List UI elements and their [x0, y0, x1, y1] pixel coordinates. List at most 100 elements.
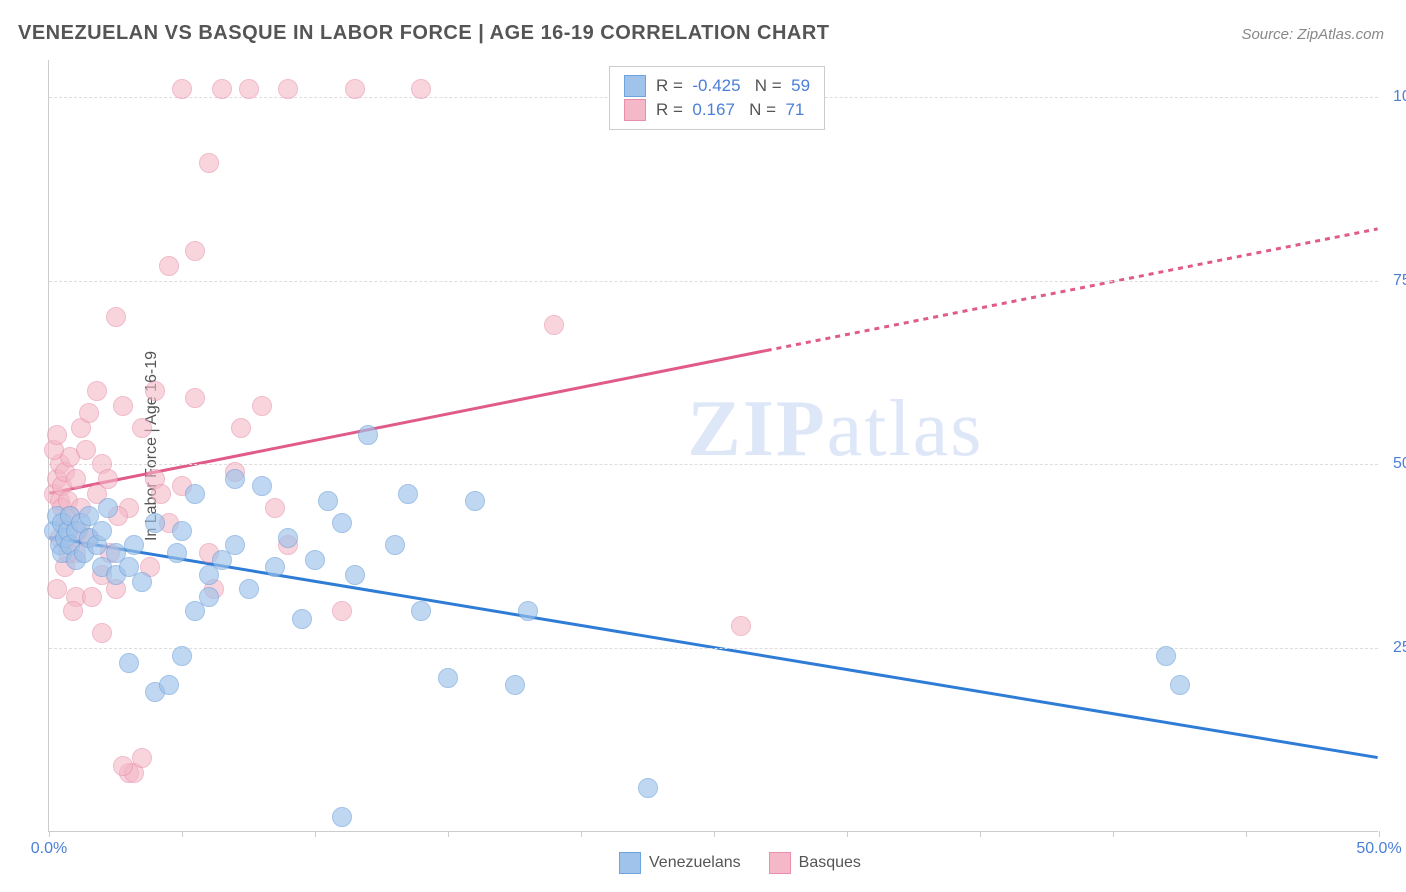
data-point: [132, 572, 152, 592]
x-tick: [1113, 831, 1114, 837]
x-tick: [1246, 831, 1247, 837]
stats-legend-text: R = 0.167 N = 71: [656, 100, 804, 120]
gridline-h: [49, 648, 1378, 649]
data-point: [199, 587, 219, 607]
series-legend-label: Basques: [799, 854, 861, 871]
data-point: [398, 484, 418, 504]
data-point: [92, 623, 112, 643]
data-point: [79, 403, 99, 423]
data-point: [167, 543, 187, 563]
data-point: [185, 241, 205, 261]
data-point: [385, 535, 405, 555]
data-point: [199, 153, 219, 173]
data-point: [185, 388, 205, 408]
source-label: Source: ZipAtlas.com: [1241, 26, 1384, 43]
stats-legend-row: R = -0.425 N = 59: [624, 75, 810, 97]
data-point: [159, 256, 179, 276]
data-point: [278, 528, 298, 548]
watermark-zip: ZIP: [687, 385, 826, 473]
x-tick-label: 0.0%: [31, 840, 67, 858]
legend-swatch: [624, 75, 646, 97]
data-point: [265, 557, 285, 577]
data-point: [239, 79, 259, 99]
data-point: [544, 315, 564, 335]
data-point: [92, 521, 112, 541]
x-tick: [980, 831, 981, 837]
data-point: [159, 675, 179, 695]
series-legend-item: Basques: [769, 852, 861, 874]
data-point: [332, 601, 352, 621]
data-point: [358, 425, 378, 445]
data-point: [252, 476, 272, 496]
data-point: [318, 491, 338, 511]
x-tick: [581, 831, 582, 837]
data-point: [438, 668, 458, 688]
data-point: [66, 469, 86, 489]
data-point: [278, 79, 298, 99]
data-point: [185, 484, 205, 504]
data-point: [124, 535, 144, 555]
data-point: [132, 418, 152, 438]
y-tick-label: 100.0%: [1393, 88, 1406, 106]
data-point: [151, 484, 171, 504]
legend-swatch: [624, 99, 646, 121]
gridline-h: [49, 281, 1378, 282]
data-point: [76, 440, 96, 460]
y-tick-label: 50.0%: [1393, 455, 1406, 473]
data-point: [411, 79, 431, 99]
data-point: [145, 513, 165, 533]
data-point: [518, 601, 538, 621]
data-point: [113, 756, 133, 776]
data-point: [1156, 646, 1176, 666]
x-tick-label: 50.0%: [1356, 840, 1401, 858]
data-point: [212, 79, 232, 99]
data-point: [225, 469, 245, 489]
chart-title: VENEZUELAN VS BASQUE IN LABOR FORCE | AG…: [18, 22, 830, 45]
x-tick: [1379, 831, 1380, 837]
series-legend-item: Venezuelans: [619, 852, 741, 874]
data-point: [172, 79, 192, 99]
data-point: [265, 498, 285, 518]
data-point: [172, 521, 192, 541]
data-point: [332, 807, 352, 827]
plot-area: In Labor Force | Age 16-19 ZIPatlas 25.0…: [48, 60, 1378, 832]
x-tick: [49, 831, 50, 837]
data-point: [225, 535, 245, 555]
data-point: [252, 396, 272, 416]
legend-swatch: [619, 852, 641, 874]
data-point: [106, 307, 126, 327]
y-axis-label: In Labor Force | Age 16-19: [143, 350, 161, 540]
y-tick-label: 75.0%: [1393, 272, 1406, 290]
series-legend-label: Venezuelans: [649, 854, 741, 871]
x-tick: [714, 831, 715, 837]
y-tick-label: 25.0%: [1393, 639, 1406, 657]
data-point: [465, 491, 485, 511]
data-point: [239, 579, 259, 599]
data-point: [292, 609, 312, 629]
data-point: [231, 418, 251, 438]
data-point: [345, 79, 365, 99]
series-legend: Venezuelans Basques: [619, 852, 861, 874]
x-tick: [847, 831, 848, 837]
data-point: [638, 778, 658, 798]
data-point: [82, 587, 102, 607]
gridline-h: [49, 464, 1378, 465]
data-point: [145, 381, 165, 401]
data-point: [332, 513, 352, 533]
legend-swatch: [769, 852, 791, 874]
data-point: [47, 425, 67, 445]
data-point: [47, 579, 67, 599]
data-point: [87, 381, 107, 401]
watermark: ZIPatlas: [687, 384, 983, 475]
stats-legend-text: R = -0.425 N = 59: [656, 76, 810, 96]
data-point: [505, 675, 525, 695]
data-point: [63, 601, 83, 621]
data-point: [345, 565, 365, 585]
data-point: [119, 653, 139, 673]
data-point: [132, 748, 152, 768]
data-point: [1170, 675, 1190, 695]
x-tick: [448, 831, 449, 837]
data-point: [731, 616, 751, 636]
stats-legend-row: R = 0.167 N = 71: [624, 99, 810, 121]
x-tick: [182, 831, 183, 837]
